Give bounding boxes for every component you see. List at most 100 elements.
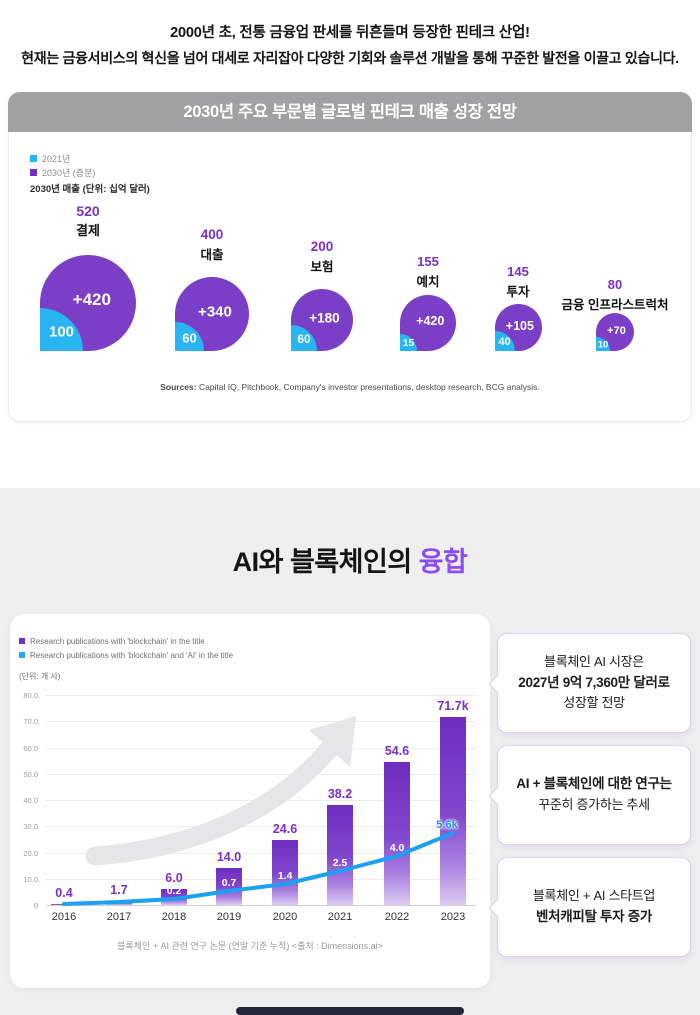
- sources-text: Capital IQ, Pitchbook, Company's investo…: [196, 382, 540, 392]
- ai-trend-line: [62, 831, 455, 906]
- fintech-legend-label-0: 2021년: [42, 153, 71, 164]
- fintech-legend-item-0: 2021년: [30, 151, 95, 165]
- home-indicator: [236, 1007, 464, 1015]
- xtick-2017: 2017: [106, 911, 132, 923]
- bar-2023: [440, 716, 466, 905]
- ytick-0: 0: [33, 901, 38, 910]
- callout-1-line-1: 꾸준히 증가하는 추세: [538, 797, 650, 813]
- xtick-2016: 2016: [51, 911, 77, 923]
- bubble-2021-label-2: 60: [297, 332, 311, 347]
- section-title: AI와 블록체인의 융합: [0, 540, 700, 579]
- bubble-total-1: 400: [200, 227, 224, 242]
- intro-line1-bold: 핀테크 산업!: [455, 25, 530, 41]
- bubble-category-2: 보험: [310, 260, 334, 274]
- bubble-total-4: 145: [507, 264, 529, 279]
- line-value-2020: 1.4: [277, 870, 293, 882]
- bubble-category-4: 투자: [506, 285, 530, 299]
- bar-2019: [216, 868, 242, 905]
- callout-0-line-0: 블록체인 AI 시장은: [544, 654, 644, 670]
- callout-0-line-1: 2027년 9억 7,360만 달러로: [518, 674, 670, 690]
- sources-label: Sources:: [160, 382, 197, 392]
- bubble-2021-3: 15: [400, 334, 417, 351]
- bar-value-2023: 71.7k: [437, 698, 469, 713]
- gridline-70.0: [46, 721, 476, 723]
- gridline-10.0: [46, 878, 476, 880]
- xtick-2018: 2018: [161, 911, 187, 923]
- fintech-unit-label: 2030년 매출 (단위: 십억 달러): [30, 184, 150, 195]
- bubble-category-3: 예치: [416, 275, 440, 289]
- bubble-2021-label-5: 10: [597, 339, 609, 351]
- bar-value-2019: 14.0: [216, 850, 242, 865]
- bar-2020: [272, 840, 298, 905]
- bubble-total-3: 155: [417, 254, 439, 269]
- growth-arrow-icon: [85, 716, 356, 866]
- bubble-increment-label-4: +105: [505, 319, 534, 334]
- line-value-2023: 5.6k: [436, 819, 458, 831]
- ytick-40.0: 40.0: [23, 796, 38, 805]
- fintech-legend-swatch-1: [30, 168, 37, 176]
- bubble-increment-label-1: +340: [198, 303, 232, 321]
- fintech-legend-label-1: 2030년 (증분): [42, 167, 96, 178]
- gridline-20.0: [46, 852, 476, 854]
- callout-box-1: AI + 블록체인에 대한 연구는 꾸준히 증가하는 추세: [488, 745, 691, 845]
- ai-chart-unit-label: (단위: 개 사): [19, 672, 61, 681]
- ai-legend-label-0: Research publications with 'blockchain' …: [30, 636, 205, 646]
- line-value-2018: 0.2: [166, 885, 182, 897]
- line-value-2021: 2.5: [332, 857, 348, 869]
- bar-value-2016: 0.4: [55, 885, 73, 900]
- fintech-chart-title: 2030년 주요 부문별 글로벌 핀테크 매출 성장 전망: [8, 92, 692, 132]
- ytick-80.0: 80.0: [23, 691, 38, 700]
- ytick-60.0: 60.0: [23, 743, 38, 753]
- section-title-main: AI와 블록체인의: [232, 547, 419, 577]
- bar-value-2020: 24.6: [272, 822, 298, 837]
- ytick-10.0: 10.0: [23, 874, 38, 884]
- bubble-increment-label-0: +420: [72, 290, 111, 310]
- ytick-20.0: 20.0: [23, 848, 38, 858]
- bubble-increment-label-5: +70: [607, 324, 626, 337]
- xtick-2020: 2020: [272, 911, 298, 923]
- bubble-2021-label-4: 40: [498, 336, 511, 348]
- ytick-30.0: 30.0: [23, 822, 38, 832]
- xtick-2022: 2022: [384, 911, 410, 923]
- line-value-2022: 4.0: [389, 842, 405, 854]
- bubble-total-5: 80: [607, 277, 623, 292]
- ytick-50.0: 50.0: [23, 769, 38, 779]
- gridline-0: [46, 905, 476, 906]
- ai-chart-card: [10, 614, 490, 988]
- bubble-2021-label-0: 100: [48, 323, 75, 341]
- bubble-2021-5: 10: [596, 337, 610, 351]
- xtick-2019: 2019: [216, 911, 242, 923]
- bar-value-2018: 6.0: [165, 871, 183, 886]
- bubble-category-1: 대출: [200, 248, 224, 262]
- ai-chart-caption: 블록체인 + AI 관련 연구 논문 (연말 기준 누적) <출처 : Dime…: [117, 941, 383, 951]
- intro-line-2: 현재는 금융서비스의 혁신을 넘어 대세로 자리잡아 다양한 기회와 솔루션 개…: [21, 50, 679, 66]
- gridline-30.0: [46, 826, 476, 828]
- line-value-2019: 0.7: [221, 877, 237, 889]
- bubble-category-0: 결제: [76, 223, 100, 238]
- bar-value-2021: 38.2: [327, 786, 353, 801]
- section-title-accent: 융합: [418, 547, 468, 577]
- bubble-total-2: 200: [310, 239, 334, 254]
- bar-2021: [327, 804, 353, 905]
- bubble-2021-4: 40: [494, 331, 515, 351]
- ytick-70.0: 70.0: [23, 717, 38, 727]
- ai-legend-item-1: Research publications with 'blockchain' …: [19, 648, 233, 662]
- bubble-increment-label-3: +420: [416, 314, 445, 329]
- fintech-chart-card: [8, 92, 692, 422]
- ai-legend-swatch-0: [19, 638, 25, 644]
- ai-legend-item-0: Research publications with 'blockchain' …: [19, 634, 233, 648]
- gridline-60.0: [46, 747, 476, 749]
- bubble-category-5: 금융 인프라스트럭처: [561, 298, 669, 312]
- fintech-legend-item-1: 2030년 (증분): [30, 165, 95, 179]
- xtick-2023: 2023: [440, 911, 466, 923]
- ai-chart-legend: Research publications with 'blockchain' …: [19, 634, 233, 662]
- bubble-2021-label-1: 60: [182, 330, 197, 346]
- bar-value-2022: 54.6: [384, 743, 410, 758]
- bubble-increment-label-2: +180: [309, 310, 340, 326]
- callout-0-line-2: 성장할 전망: [563, 695, 625, 711]
- callout-2-line-0: 블록체인 + AI 스타트업: [532, 888, 656, 904]
- fintech-legend: 2021년 2030년 (증분): [30, 151, 95, 179]
- bubble-2021-label-3: 15: [402, 337, 415, 350]
